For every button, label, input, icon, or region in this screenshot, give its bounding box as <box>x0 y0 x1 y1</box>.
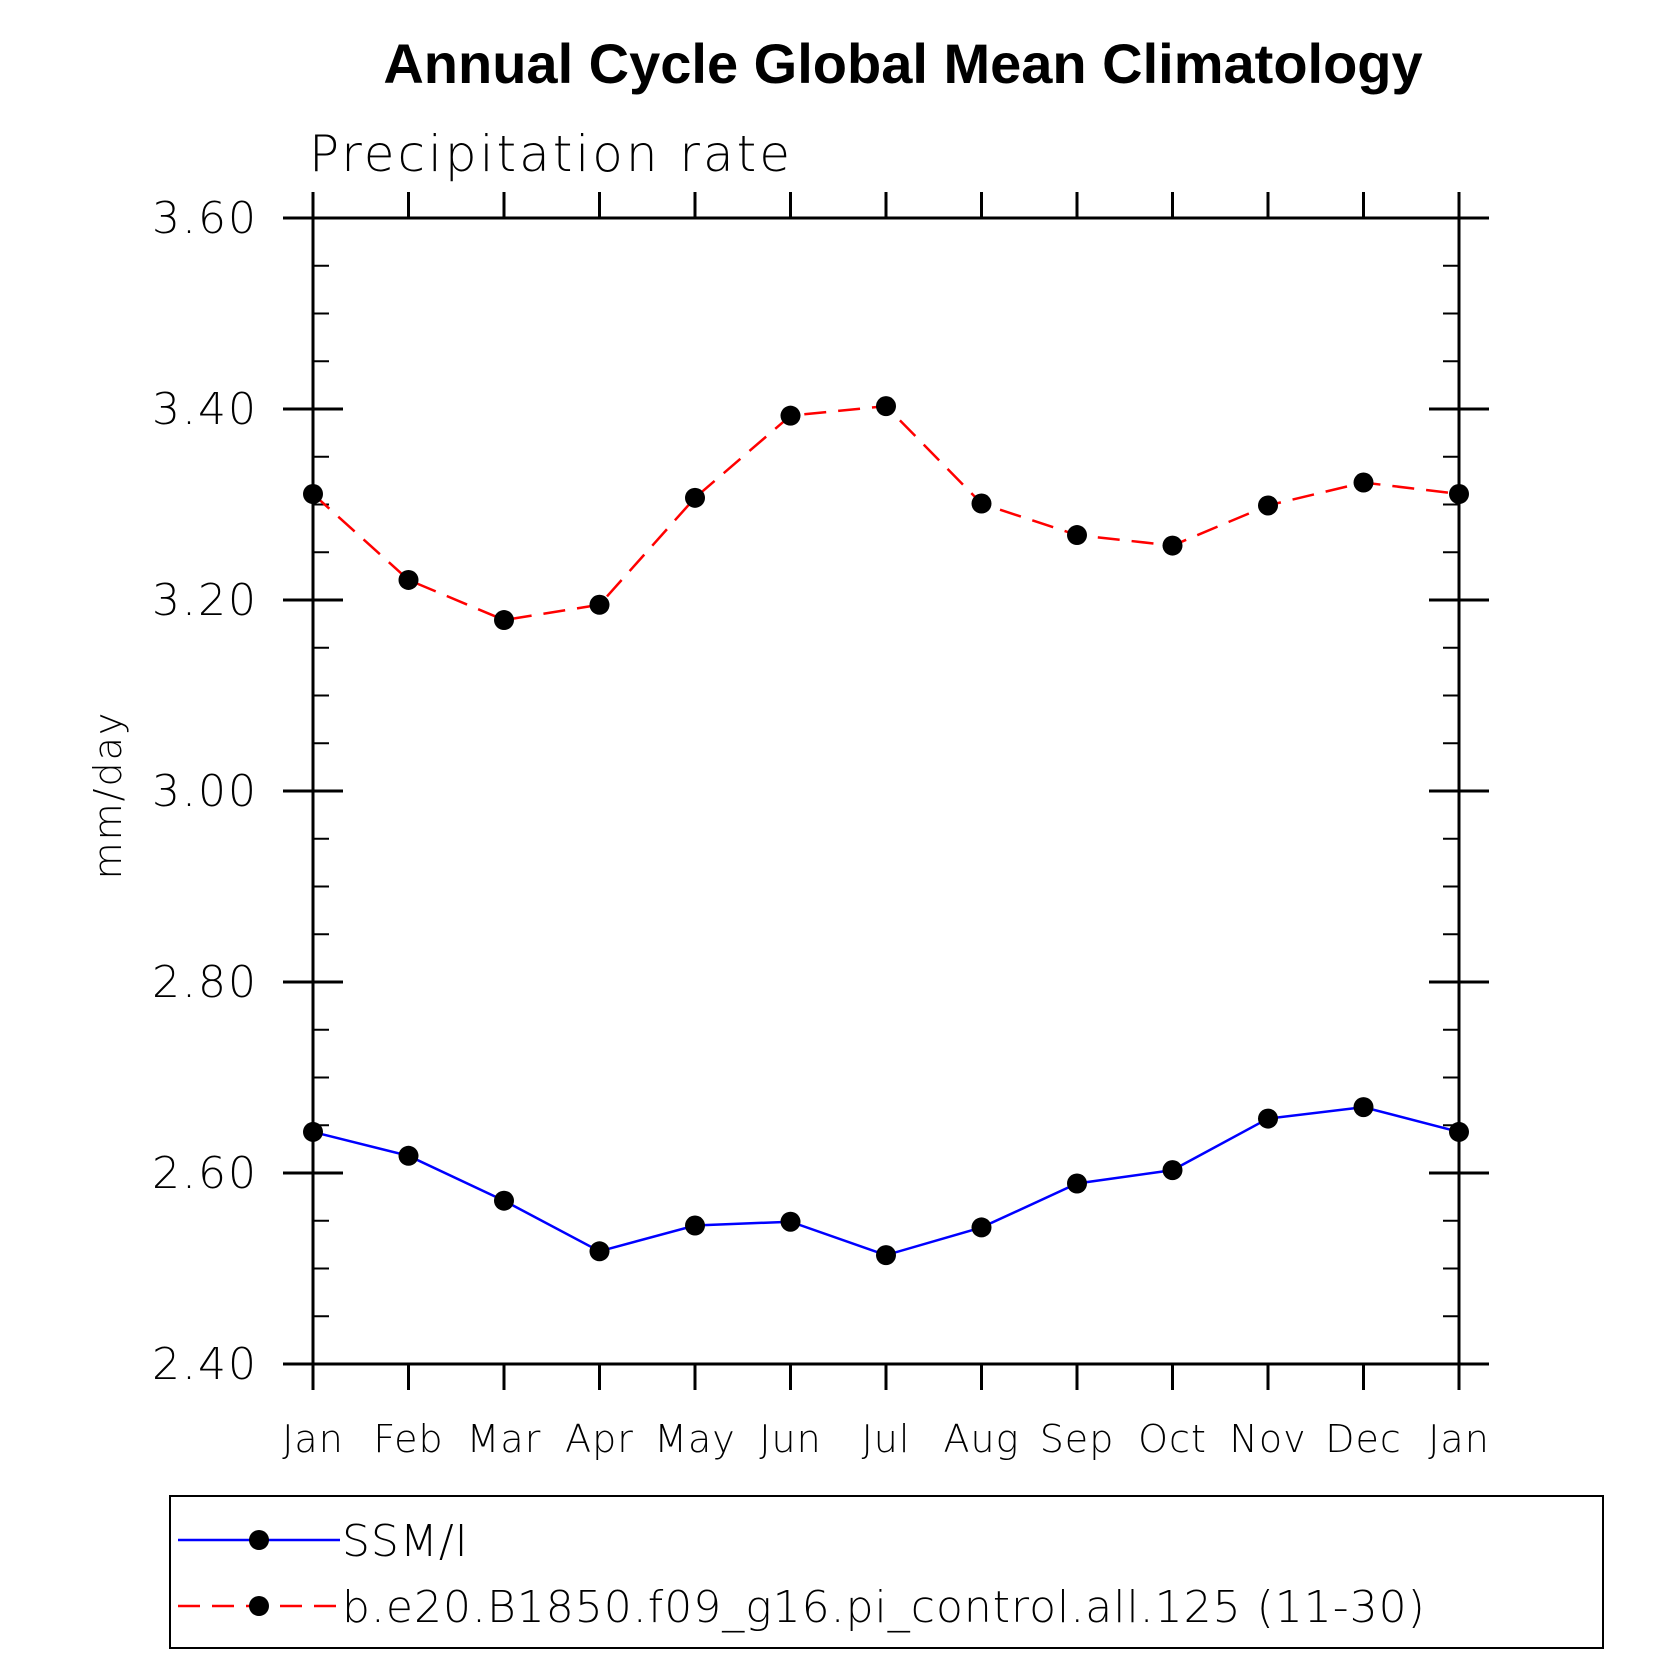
series-2-point <box>303 483 323 504</box>
y-tick-labels: 2.40 2.60 2.80 3.00 3.20 3.40 3.60 <box>152 193 258 1390</box>
series-2-point <box>780 405 801 426</box>
x-tick-label: Oct <box>1138 1417 1207 1461</box>
y-axis-label: mm/day <box>86 711 130 880</box>
series-1-point <box>1353 1097 1374 1118</box>
series-group <box>303 396 1469 1266</box>
x-tick-label: Dec <box>1325 1417 1402 1461</box>
series-1-point <box>589 1241 610 1262</box>
series-2-point <box>685 487 705 508</box>
legend: SSM/I b.e20.B1850.f09_g16.pi_control.all.… <box>178 1516 1426 1633</box>
legend-label-1: SSM/I <box>342 1516 469 1567</box>
series-1-point <box>1067 1173 1087 1194</box>
series-line-1 <box>312 1105 1460 1257</box>
x-tick-label: Jan <box>1428 1417 1490 1461</box>
x-tick-label: May <box>654 1417 736 1461</box>
series-2-point <box>589 594 610 615</box>
series-2-point <box>398 569 419 590</box>
series-1-point <box>685 1215 705 1236</box>
series-2-point <box>1258 495 1278 516</box>
series-1-point <box>398 1145 419 1166</box>
x-tick-label: Nov <box>1229 1417 1306 1461</box>
series-1-point <box>876 1245 896 1266</box>
x-tick-label: Apr <box>565 1417 634 1461</box>
series-2-point <box>494 610 514 631</box>
series-line-2 <box>312 404 1460 622</box>
series-2-point <box>1353 472 1374 493</box>
y-tick-label: 2.40 <box>152 1339 258 1390</box>
x-tick-label: Jun <box>759 1417 821 1461</box>
series-1-point <box>780 1211 801 1232</box>
series-2-point <box>876 396 896 417</box>
y-tick-label: 2.60 <box>152 1148 258 1199</box>
x-tick-label: Jan <box>282 1417 344 1461</box>
series-2-point <box>1162 535 1183 556</box>
series-1-point <box>1162 1160 1183 1181</box>
x-tick-label: Jul <box>862 1417 911 1461</box>
chart-title: Annual Cycle Global Mean Climatology <box>383 32 1422 95</box>
chart-subtitle: Precipitation rate <box>309 125 793 183</box>
x-tick-label: Sep <box>1040 1417 1115 1461</box>
series-1-point <box>1449 1121 1469 1142</box>
axis-ticks <box>283 192 1489 1390</box>
y-tick-label: 3.40 <box>152 384 258 435</box>
x-tick-labels: Jan Feb Mar Apr May Jun Jul Aug Sep Oct Nov Dec Jan <box>282 1417 1490 1461</box>
legend-label-2: b.e20.B1850.f09_g16.pi_control.all.125 (… <box>342 1582 1426 1633</box>
series-2-point <box>1449 483 1469 504</box>
y-tick-label: 2.80 <box>152 957 258 1008</box>
x-tick-label: Feb <box>373 1417 443 1461</box>
series-1-point <box>494 1190 514 1211</box>
series-1-point <box>1258 1108 1278 1129</box>
y-tick-label: 3.20 <box>152 575 258 626</box>
legend-box <box>169 1495 1604 1649</box>
y-tick-label: 3.00 <box>152 766 258 817</box>
series-2-point <box>1067 525 1087 546</box>
y-tick-label: 3.60 <box>152 193 258 244</box>
series-1-point <box>303 1121 323 1142</box>
series-1-point <box>971 1217 992 1238</box>
legend-marker-2 <box>249 1596 269 1616</box>
series-2-point <box>971 493 992 514</box>
x-tick-label: Aug <box>944 1417 1020 1461</box>
legend-marker-1 <box>249 1530 269 1550</box>
x-tick-label: Mar <box>467 1417 542 1461</box>
